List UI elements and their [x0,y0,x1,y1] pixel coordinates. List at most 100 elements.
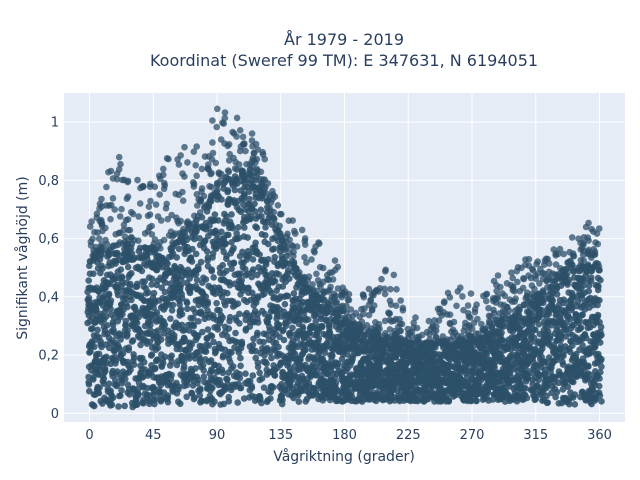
data-point [484,389,492,397]
data-point [218,196,225,203]
data-point [208,332,216,340]
data-point [384,334,392,341]
data-point [423,328,431,336]
data-point [118,387,125,394]
data-point [258,375,266,382]
data-point [313,367,321,374]
data-point [259,151,267,158]
data-point [418,340,426,347]
data-point [276,210,284,218]
data-point [569,261,576,269]
data-point [594,311,602,319]
data-point [258,195,266,202]
data-point [202,348,210,356]
data-point [245,251,253,259]
data-point [266,313,273,321]
data-point [598,363,605,371]
data-point [167,315,174,323]
data-point [124,263,132,271]
data-point [466,334,474,341]
data-point [219,314,226,321]
data-point [160,171,167,179]
data-point [275,321,282,329]
data-point [577,324,585,332]
data-point [246,323,254,330]
data-point [480,292,487,300]
data-point [213,299,220,307]
data-point [164,260,171,268]
data-point [95,235,103,242]
data-point [252,239,259,247]
data-point [316,263,324,271]
data-point [365,285,373,293]
data-point [98,222,106,229]
data-point [157,217,165,224]
data-point [103,322,111,329]
data-point [408,339,416,347]
data-point [197,386,204,394]
data-point [219,353,227,361]
data-point [102,367,109,375]
data-point [386,326,394,333]
data-point [124,226,132,234]
data-point [268,354,275,362]
data-point [211,398,218,405]
data-point [117,160,124,168]
data-point [553,388,561,396]
data-point [290,248,297,256]
data-point [257,206,265,214]
data-point [175,161,183,168]
data-point [490,306,497,314]
data-point [230,154,237,162]
data-point [173,254,181,261]
data-point [89,325,96,332]
data-point [390,317,398,325]
chart-title-line-1: År 1979 - 2019 [284,30,404,49]
data-point [228,265,235,273]
data-point [196,209,204,216]
data-point [196,235,203,242]
data-point [122,317,130,325]
data-point [177,346,184,353]
data-point [560,352,567,360]
data-point [412,314,419,321]
data-point [271,277,279,285]
data-point [229,363,237,370]
data-point [387,285,394,293]
x-tick-label: 360 [587,428,612,443]
data-point [397,297,405,304]
data-point [161,179,168,187]
data-point [265,255,272,263]
data-point [151,183,159,191]
data-point [150,289,158,297]
data-point [188,258,196,265]
data-point [154,344,162,352]
data-point [274,202,282,209]
data-point [181,143,188,151]
data-point [494,272,502,279]
data-point [177,400,184,408]
data-point [222,240,229,247]
data-point [489,320,497,328]
data-point [296,272,303,280]
data-point [542,255,550,263]
data-point [471,308,479,316]
data-point [549,297,557,304]
data-point [324,271,331,279]
data-point [242,370,249,378]
data-point [506,296,514,303]
data-point [148,275,156,283]
data-point [95,350,103,358]
data-point [211,211,219,218]
data-point [315,239,322,246]
data-point [302,346,309,354]
data-point [393,336,400,343]
data-point [289,324,296,332]
data-point [218,228,225,236]
x-axis-label: Vågriktning (grader) [273,448,415,465]
data-point [490,297,497,305]
data-point [497,301,504,308]
data-point [253,174,260,181]
data-point [146,400,153,408]
data-point [230,244,237,252]
